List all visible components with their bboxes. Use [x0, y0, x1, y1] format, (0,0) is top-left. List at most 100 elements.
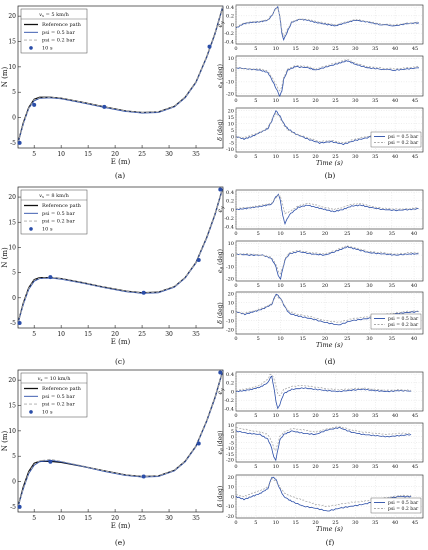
x-tick-label: 25 [344, 336, 350, 342]
x-tick-label: 0 [234, 98, 237, 104]
x-tick-label: 40 [411, 336, 417, 342]
y-tick-label: 15 [8, 219, 16, 226]
x-tick-label: 20 [312, 413, 318, 419]
series-line-2 [235, 294, 419, 324]
y-tick-label: 10 [8, 64, 16, 71]
x-tick-label: 35 [192, 151, 200, 158]
y-tick-label: 5 [231, 429, 234, 435]
x-tick-label: 10 [57, 515, 65, 522]
y-tick-label: -10 [226, 446, 234, 452]
x-tick-label: 25 [332, 46, 338, 52]
y-tick-label: 0 [231, 207, 234, 213]
legend-entry: psi = 0.2 bar [388, 506, 419, 512]
speed-annotation: vx = 10 km/h [38, 376, 72, 382]
legend-entry: psi = 0.2 bar [388, 322, 419, 328]
time-marker [141, 290, 146, 295]
x-tick-label: 20 [111, 331, 119, 338]
x-tick-label: 30 [352, 98, 358, 104]
subplot-3: -20 -10 0 10 20 0 5 10 15 20 25 30 35 40 45 δ (deg) Time… [217, 474, 424, 533]
y-tick-label: 20 [8, 13, 16, 20]
y-tick-label: -0.4 [224, 40, 234, 46]
legend-box [20, 8, 88, 54]
y-tick-label: -0.2 [224, 398, 234, 404]
x-tick-label: 5 [254, 46, 257, 52]
y-axis-label: δ (deg) [217, 486, 224, 507]
y-tick-label: 0.4 [226, 372, 234, 378]
time-series-chart-3: -0.4-0.200.20.40 5 10 15 20 25 30 35 40 45ey-20-1… [217, 371, 424, 533]
x-tick-label: 45 [412, 520, 418, 526]
legend-entry: Reference path [42, 22, 82, 28]
x-tick-label: 35 [372, 154, 378, 160]
x-tick-label: 5 [32, 515, 36, 522]
x-tick-label: 15 [292, 46, 298, 52]
legend-box [370, 131, 422, 148]
legend-entry: 10 s [42, 409, 53, 415]
y-tick-label: 0 [231, 68, 234, 74]
x-tick-label: 30 [165, 515, 173, 522]
x-tick-label: 20 [111, 515, 119, 522]
y-tick-label: 20 [8, 194, 16, 201]
y-axis-label: eθ (deg) [217, 64, 225, 88]
y-tick-label: 0.4 [226, 190, 234, 196]
y-axis-label: eθ (deg) [217, 431, 225, 455]
x-tick-label: 25 [344, 231, 350, 237]
legend-entry: Reference path [42, 203, 82, 209]
x-tick-label: 10 [277, 231, 283, 237]
x-tick-label: 35 [372, 464, 378, 470]
y-tick-label: 0 [12, 479, 16, 486]
y-tick-label: -20 [226, 327, 234, 333]
x-axis-label: Time (s) [316, 525, 343, 533]
x-tick-label: 35 [372, 46, 378, 52]
legend-entry: psi = 0.5 bar [388, 316, 419, 322]
speed-annotation: vx = 5 km/h [39, 12, 69, 18]
x-tick-label: 25 [138, 331, 146, 338]
plot-frame [17, 5, 224, 149]
x-tick-label: 40 [411, 283, 417, 289]
series-line-2 [235, 59, 420, 92]
y-axis-label: δ (deg) [217, 119, 224, 140]
x-tick-label: 45 [412, 46, 418, 52]
x-tick-label: 40 [411, 231, 417, 237]
x-tick-label: 40 [392, 154, 398, 160]
legend: vx = 8 km/h Reference path psi = 0.5 bar ps… [20, 189, 88, 235]
x-axis-label: Time (s) [316, 159, 343, 167]
x-tick-label: 15 [292, 413, 298, 419]
time-marker [141, 474, 146, 479]
x-tick-label: 0 [234, 464, 237, 470]
x-tick-label: 40 [392, 413, 398, 419]
y-tick-label: 10 [228, 241, 234, 247]
time-marker [17, 320, 22, 325]
y-tick-label: 15 [8, 403, 16, 410]
x-tick-label: 10 [277, 336, 283, 342]
y-tick-label: 0 [12, 295, 16, 302]
x-tick-label: 30 [165, 331, 173, 338]
x-tick-label: 30 [352, 520, 358, 526]
subplot-3: -20 -10 0 10 20 0 5 10 15 20 25 30 35 40 δ (deg) Time (… [217, 292, 424, 349]
x-tick-label: 20 [312, 520, 318, 526]
x-tick-label: 20 [312, 464, 318, 470]
legend-box [370, 497, 422, 514]
x-axis-label: E (m) [111, 338, 131, 346]
y-tick-label: 15 [8, 39, 16, 46]
x-tick-label: 45 [412, 413, 418, 419]
y-tick-label: 0 [231, 389, 234, 395]
y-tick-label: 0.2 [226, 199, 234, 205]
x-tick-label: 20 [312, 98, 318, 104]
x-tick-label: 40 [392, 98, 398, 104]
legend-entry: 10 s [42, 226, 53, 232]
x-tick-label: 15 [300, 283, 306, 289]
x-tick-label: 30 [165, 151, 173, 158]
x-tick-label: 40 [392, 46, 398, 52]
y-axis-label: N (m) [1, 431, 9, 452]
x-tick-label: 15 [292, 154, 298, 160]
y-tick-label: 10 [228, 485, 234, 491]
speed-annotation: vx = 8 km/h [39, 193, 69, 199]
x-tick-label: 25 [332, 413, 338, 419]
time-marker [218, 187, 223, 192]
legend-swatch [29, 46, 33, 50]
y-tick-label: -10 [226, 80, 234, 86]
